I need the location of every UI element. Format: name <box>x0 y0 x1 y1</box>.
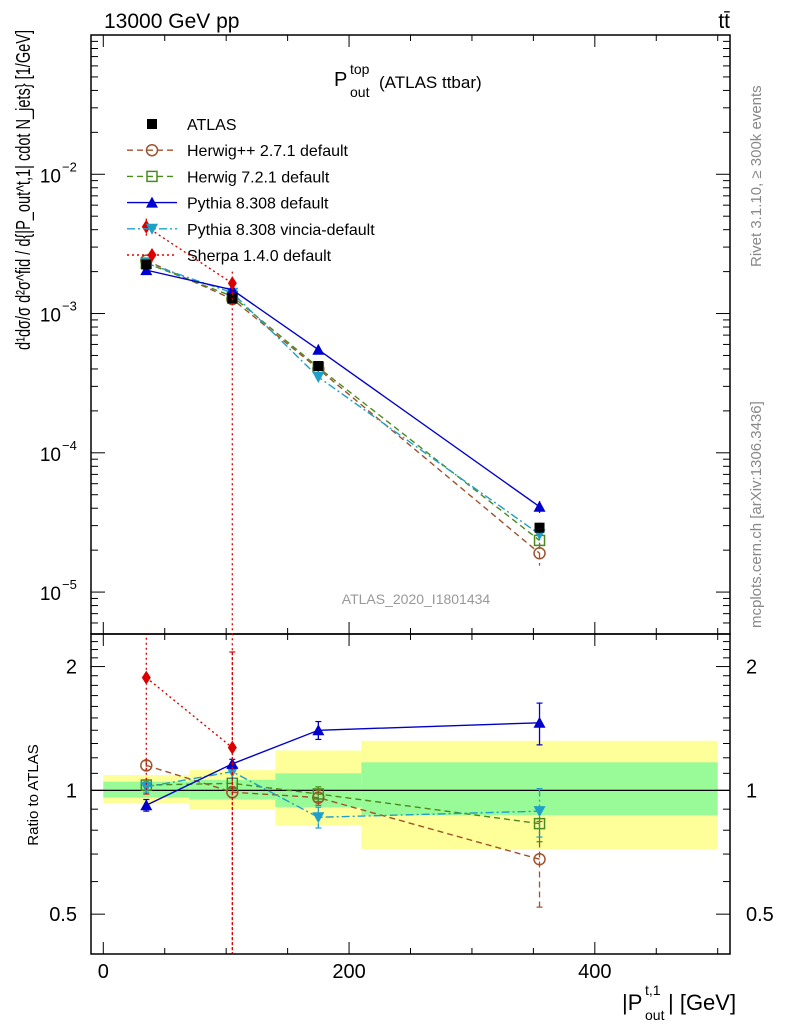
legend-label-pythia: Pythia 8.308 default <box>187 196 329 213</box>
ratio-y-tick-label-left: 2 <box>66 657 77 679</box>
atlas-marker <box>534 522 545 533</box>
legend-label-vincia: Pythia 8.308 vincia-default <box>187 222 375 239</box>
x-axis-label-sup: t,1 <box>645 982 661 998</box>
legend: ATLAS Herwig++ 2.7.1 default Herwig 7.2.1 … <box>127 117 375 265</box>
pythia-marker <box>533 500 546 512</box>
atlas-marker <box>141 259 152 270</box>
x-tick-label: 0 <box>98 961 109 983</box>
x-axis-label-suffix: | [GeV] <box>668 990 736 1015</box>
main-series-layer <box>140 218 546 566</box>
main-y-tick-label-base: 10 <box>40 306 61 327</box>
ratio-herwig7-marker <box>533 817 546 830</box>
ratio-frame <box>90 633 731 955</box>
pythia-marker <box>140 264 153 276</box>
main-y-tick-label-base: 10 <box>40 445 61 466</box>
mcplots-label: mcplots.cern.ch [arXiv:1306.3436] <box>748 401 765 628</box>
analysis-watermark: ATLAS_2020_I1801434 <box>342 591 491 607</box>
legend-entry-atlas: ATLAS <box>147 117 237 134</box>
legend-entry-herwig7: Herwig 7.2.1 default <box>127 169 330 186</box>
main-series-herwig7 <box>140 257 546 548</box>
main-series-vincia <box>140 258 546 544</box>
main-series-herwig_pp <box>140 254 546 566</box>
main-ticks <box>91 34 730 634</box>
main-series-pythia <box>140 264 546 513</box>
ratio-panel: 0.5 0.5 1 1 2 2 0 200 400 Ratio to ATLAS |P t,1 … <box>25 633 774 1023</box>
pythia-line <box>146 269 540 508</box>
main-y-tick-labels: 10−210−310−410−5 <box>40 159 77 605</box>
main-title: P top out (ATLAS ttbar) <box>334 61 482 100</box>
title-main: P <box>334 69 347 91</box>
ratio-pythia-marker <box>533 716 546 728</box>
ratio-y-tick-label-left: 0.5 <box>49 904 77 926</box>
main-y-tick-label-exp: −2 <box>62 159 77 174</box>
legend-label-sherpa: Sherpa 1.4.0 default <box>187 248 332 265</box>
legend-label-atlas: ATLAS <box>187 117 237 134</box>
legend-atlas-marker <box>147 119 157 129</box>
ratio-sherpa-line <box>145 677 233 749</box>
x-axis-label: |P t,1 out | [GeV] <box>622 982 736 1023</box>
title-sub: out <box>350 84 370 100</box>
process-label: tt̄ <box>718 10 730 33</box>
ratio-tick-labels: 0.5 0.5 1 1 2 2 0 200 400 <box>49 657 774 983</box>
energy-label: 13000 GeV pp <box>104 10 239 33</box>
legend-entry-herwig_pp: Herwig++ 2.7.1 default <box>127 143 349 160</box>
ratio-vincia-marker <box>312 812 325 824</box>
legend-entry-pythia: Pythia 8.308 default <box>127 196 329 213</box>
main-y-tick-label-exp: −4 <box>62 438 77 453</box>
legend-pythia-marker <box>146 196 158 208</box>
ratio-herwig_pp-marker <box>140 759 153 772</box>
main-y-tick-label-base: 10 <box>40 584 61 605</box>
ratio-vincia-line <box>146 770 540 818</box>
title-suffix: (ATLAS ttbar) <box>379 73 482 92</box>
ratio-pythia-marker <box>140 799 153 811</box>
ratio-vincia-marker <box>140 781 153 793</box>
ratio-sherpa-marker <box>141 670 151 685</box>
vincia-line <box>146 262 540 535</box>
ratio-vincia-marker <box>533 806 546 818</box>
sherpa-line <box>145 226 233 284</box>
x-tick-label: 200 <box>332 961 365 983</box>
legend-label-herwig_pp: Herwig++ 2.7.1 default <box>187 143 349 160</box>
main-panel: 10−210−310−410−5 P top out (ATLAS ttbar)… <box>13 30 731 635</box>
legend-entry-vincia: Pythia 8.308 vincia-default <box>127 222 375 239</box>
legend-herwig_pp-marker <box>145 143 159 157</box>
ratio-y-axis-label: Ratio to ATLAS <box>25 744 42 845</box>
ratio-ticks <box>91 633 730 955</box>
main-y-tick-label-exp: −3 <box>62 299 77 314</box>
sherpa-marker <box>141 219 151 234</box>
legend-vincia-marker <box>146 223 158 235</box>
title-sup: top <box>350 61 370 77</box>
x-axis-label-main: |P <box>622 990 642 1015</box>
ratio-pythia-line <box>145 722 540 806</box>
x-axis-label-sub: out <box>645 1007 665 1023</box>
main-y-tick-label-base: 10 <box>40 166 61 187</box>
ratio-sherpa-marker <box>227 740 237 755</box>
ratio-herwig_pp-marker <box>533 852 546 866</box>
herwig_pp-marker <box>533 547 546 560</box>
legend-sherpa-marker <box>147 248 157 262</box>
main-y-tick-label-exp: −5 <box>62 577 77 592</box>
herwig_pp-line <box>146 259 540 554</box>
legend-entry-sherpa: Sherpa 1.4.0 default <box>127 248 332 265</box>
main-y-axis-label: d¹dσ/σ d²σ^fid / d{|P_out^t,1| cdot N_je… <box>13 30 35 350</box>
herwig7-line <box>146 262 540 541</box>
ratio-y-tick-label-right: 0.5 <box>746 904 774 926</box>
atlas-marker <box>313 361 324 372</box>
ratio-herwig7-marker <box>312 788 325 800</box>
ratio-pythia-marker <box>312 724 325 736</box>
main-series-atlas <box>141 259 545 534</box>
vincia-marker <box>312 372 325 384</box>
ratio-y-tick-label-right: 2 <box>746 657 757 679</box>
ratio-y-tick-label-left: 1 <box>66 780 77 802</box>
ratio-y-tick-label-right: 1 <box>746 780 757 802</box>
pythia-marker <box>312 343 325 355</box>
rivet-version-label: Rivet 3.1.10, ≥ 300k events <box>748 85 765 267</box>
legend-label-herwig7: Herwig 7.2.1 default <box>187 169 330 186</box>
legend-herwig7-marker <box>146 170 158 183</box>
x-tick-label: 400 <box>578 961 611 983</box>
ratio-uncertainty-bands <box>103 740 718 850</box>
